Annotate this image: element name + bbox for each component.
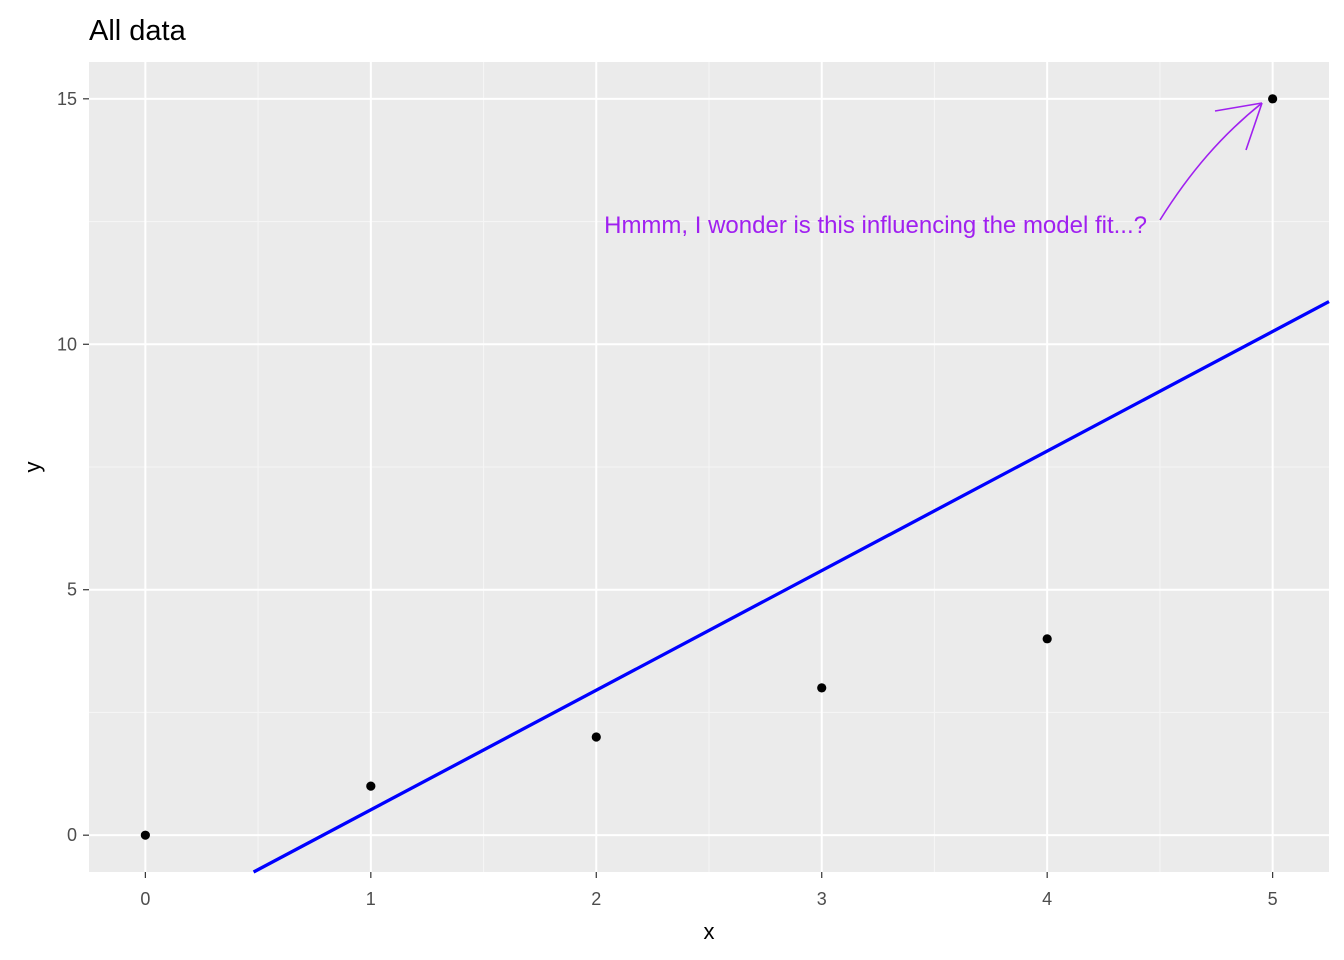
x-axis-ticks: 0 1 2 3 4 5 bbox=[140, 872, 1278, 909]
chart-title: All data bbox=[89, 15, 187, 47]
y-axis-title: y bbox=[20, 462, 45, 473]
x-tick-label-1: 1 bbox=[366, 889, 376, 909]
data-point-4 bbox=[1042, 634, 1052, 644]
y-axis-ticks: 0 5 10 15 bbox=[57, 89, 89, 845]
annotation-arrow bbox=[1159, 102, 1263, 221]
data-point-3 bbox=[817, 683, 827, 693]
x-axis-title: x bbox=[704, 919, 715, 944]
x-tick-label-5: 5 bbox=[1268, 889, 1278, 909]
data-point-2 bbox=[591, 732, 601, 742]
x-tick-label-4: 4 bbox=[1042, 889, 1052, 909]
data-points bbox=[140, 94, 1278, 840]
x-tick-label-0: 0 bbox=[140, 889, 150, 909]
data-point-1 bbox=[366, 781, 376, 791]
annotation-arrow-head-left bbox=[1214, 102, 1263, 112]
y-tick-label-2: 10 bbox=[57, 334, 77, 354]
data-point-0 bbox=[140, 830, 150, 840]
annotation-arrow-head-right bbox=[1245, 102, 1263, 151]
x-tick-label-3: 3 bbox=[817, 889, 827, 909]
y-tick-label-0: 0 bbox=[67, 825, 77, 845]
y-tick-label-3: 15 bbox=[57, 89, 77, 109]
regression-line-layer bbox=[252, 300, 1330, 874]
data-point-5 bbox=[1268, 94, 1278, 104]
y-tick-label-1: 5 bbox=[67, 580, 77, 600]
annotation-group: Hmmm, I wonder is this influencing the m… bbox=[604, 102, 1263, 239]
x-tick-label-2: 2 bbox=[591, 889, 601, 909]
annotation-label: Hmmm, I wonder is this influencing the m… bbox=[604, 212, 1147, 239]
minor-grid bbox=[89, 62, 1329, 872]
regression-line bbox=[252, 300, 1330, 874]
